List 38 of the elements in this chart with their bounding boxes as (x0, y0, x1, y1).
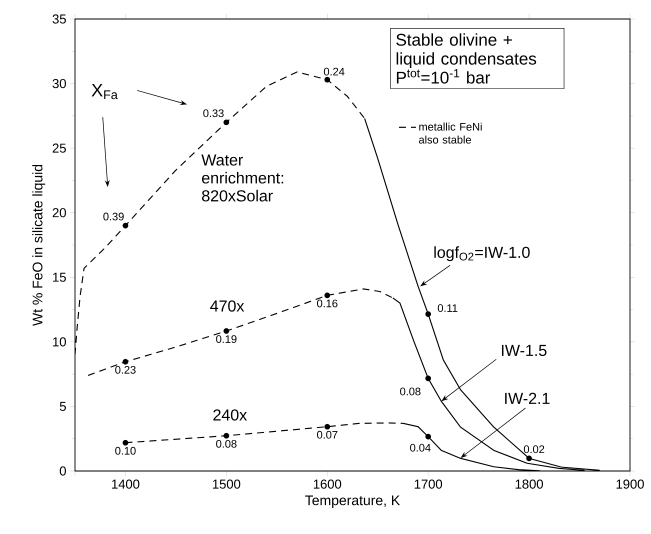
annotation: Stable olivine + liquid condensates P$^{tot}$=10$^{-1}$ bar (396, 33, 536, 84)
y-tick-label: 15 (53, 272, 66, 282)
annotation: 0.02 (524, 445, 544, 454)
annotation: IW-2.1 (505, 392, 550, 404)
annotation: 0.19 (216, 335, 237, 343)
annotation: 0.33 (203, 109, 224, 118)
annotation: 0.11 (438, 304, 458, 312)
x-tick-label: 1900 (616, 480, 644, 489)
y-axis-title: Wt % FeO in silicate liquid (32, 164, 46, 326)
x-tick-label: 1600 (314, 480, 342, 489)
y-tick-label: 25 (52, 144, 66, 153)
y-tick-label: 20 (52, 208, 66, 218)
annotation: logf$_{O2}$=IW-1.0 (434, 246, 530, 262)
annotation: IW-1.5 (502, 344, 546, 356)
annotation: 0.07 (317, 430, 338, 439)
x-axis-title: Temperature, K (305, 496, 400, 508)
y-tick-label: 30 (52, 78, 66, 88)
x-tick-label: 1400 (112, 480, 140, 489)
x-tick-label: 1800 (516, 480, 543, 489)
annotation: 0.08 (400, 388, 420, 396)
y-tick-label: 0 (60, 466, 66, 476)
legend-label: metallic FeNi also stable (418, 122, 482, 144)
x-tick-label: 1500 (212, 480, 240, 489)
annotation: 0.08 (216, 440, 237, 448)
annotation: 0.16 (317, 300, 338, 308)
annotation: 0.24 (324, 68, 344, 76)
annotation: 0.10 (115, 446, 136, 455)
annotation: 0.23 (115, 366, 136, 374)
x-tick-label: 1700 (414, 480, 442, 489)
annotation: Water enrichment: 820xSolar (201, 154, 284, 202)
annotation: 0.04 (410, 444, 431, 452)
annotation: 0.39 (103, 212, 124, 220)
y-tick-label: 5 (60, 402, 66, 411)
annotation: 240x (213, 409, 247, 421)
y-tick-label: 10 (53, 337, 66, 346)
annotation: 470x (210, 300, 244, 312)
annotation: X$_{Fa}$ (92, 84, 118, 100)
y-tick-label: 35 (52, 14, 66, 24)
